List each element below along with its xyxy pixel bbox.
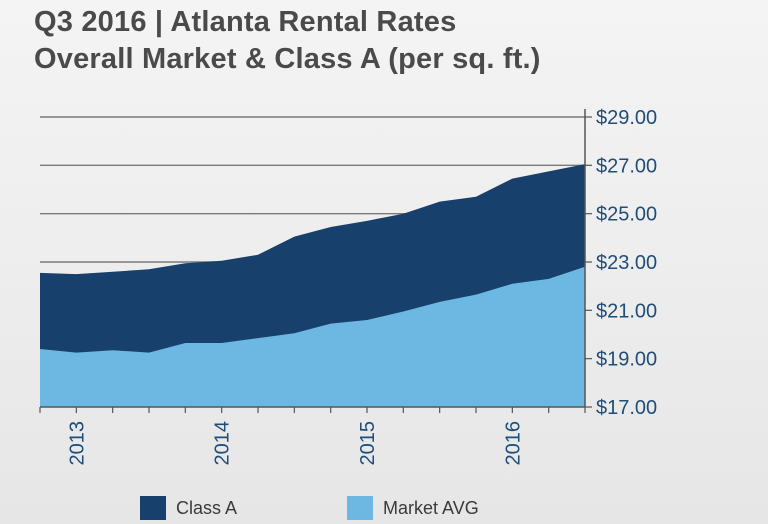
y-tick-label: $21.00 xyxy=(596,300,657,322)
y-tick-label: $23.00 xyxy=(596,252,657,274)
legend-swatch-market-avg xyxy=(347,496,373,520)
legend-label-class-a: Class A xyxy=(176,497,238,518)
area-chart: $29.00 $27.00 $25.00 $23.00 $21.00 $19.00 $17.… xyxy=(39,107,657,466)
x-tick-label: 2015 xyxy=(357,421,379,466)
chart-legend: Class A Market AVG xyxy=(0,494,768,524)
y-tick-label: $19.00 xyxy=(596,349,657,371)
chart-title-line-1: Q3 2016 | Atlanta Rental Rates xyxy=(34,6,457,38)
chart-title-line-2: Overall Market & Class A (per sq. ft.) xyxy=(34,43,541,75)
x-tick-label: 2013 xyxy=(66,421,88,466)
legend-swatch-class-a xyxy=(140,496,166,520)
legend-item-class-a: Class A xyxy=(140,496,237,520)
legend-label-market-avg: Market AVG xyxy=(383,497,479,518)
x-tick-label: 2016 xyxy=(502,421,524,466)
y-tick-label: $17.00 xyxy=(596,397,657,419)
x-tick-label: 2014 xyxy=(212,421,234,466)
area-series-market-avg xyxy=(40,266,585,407)
y-tick-label: $29.00 xyxy=(596,107,657,129)
legend-item-market-avg: Market AVG xyxy=(347,496,479,520)
y-tick-label: $25.00 xyxy=(596,204,657,226)
chart-title: Q3 2016 | Atlanta Rental Rates Overall M… xyxy=(34,4,541,78)
y-tick-label: $27.00 xyxy=(596,155,657,177)
